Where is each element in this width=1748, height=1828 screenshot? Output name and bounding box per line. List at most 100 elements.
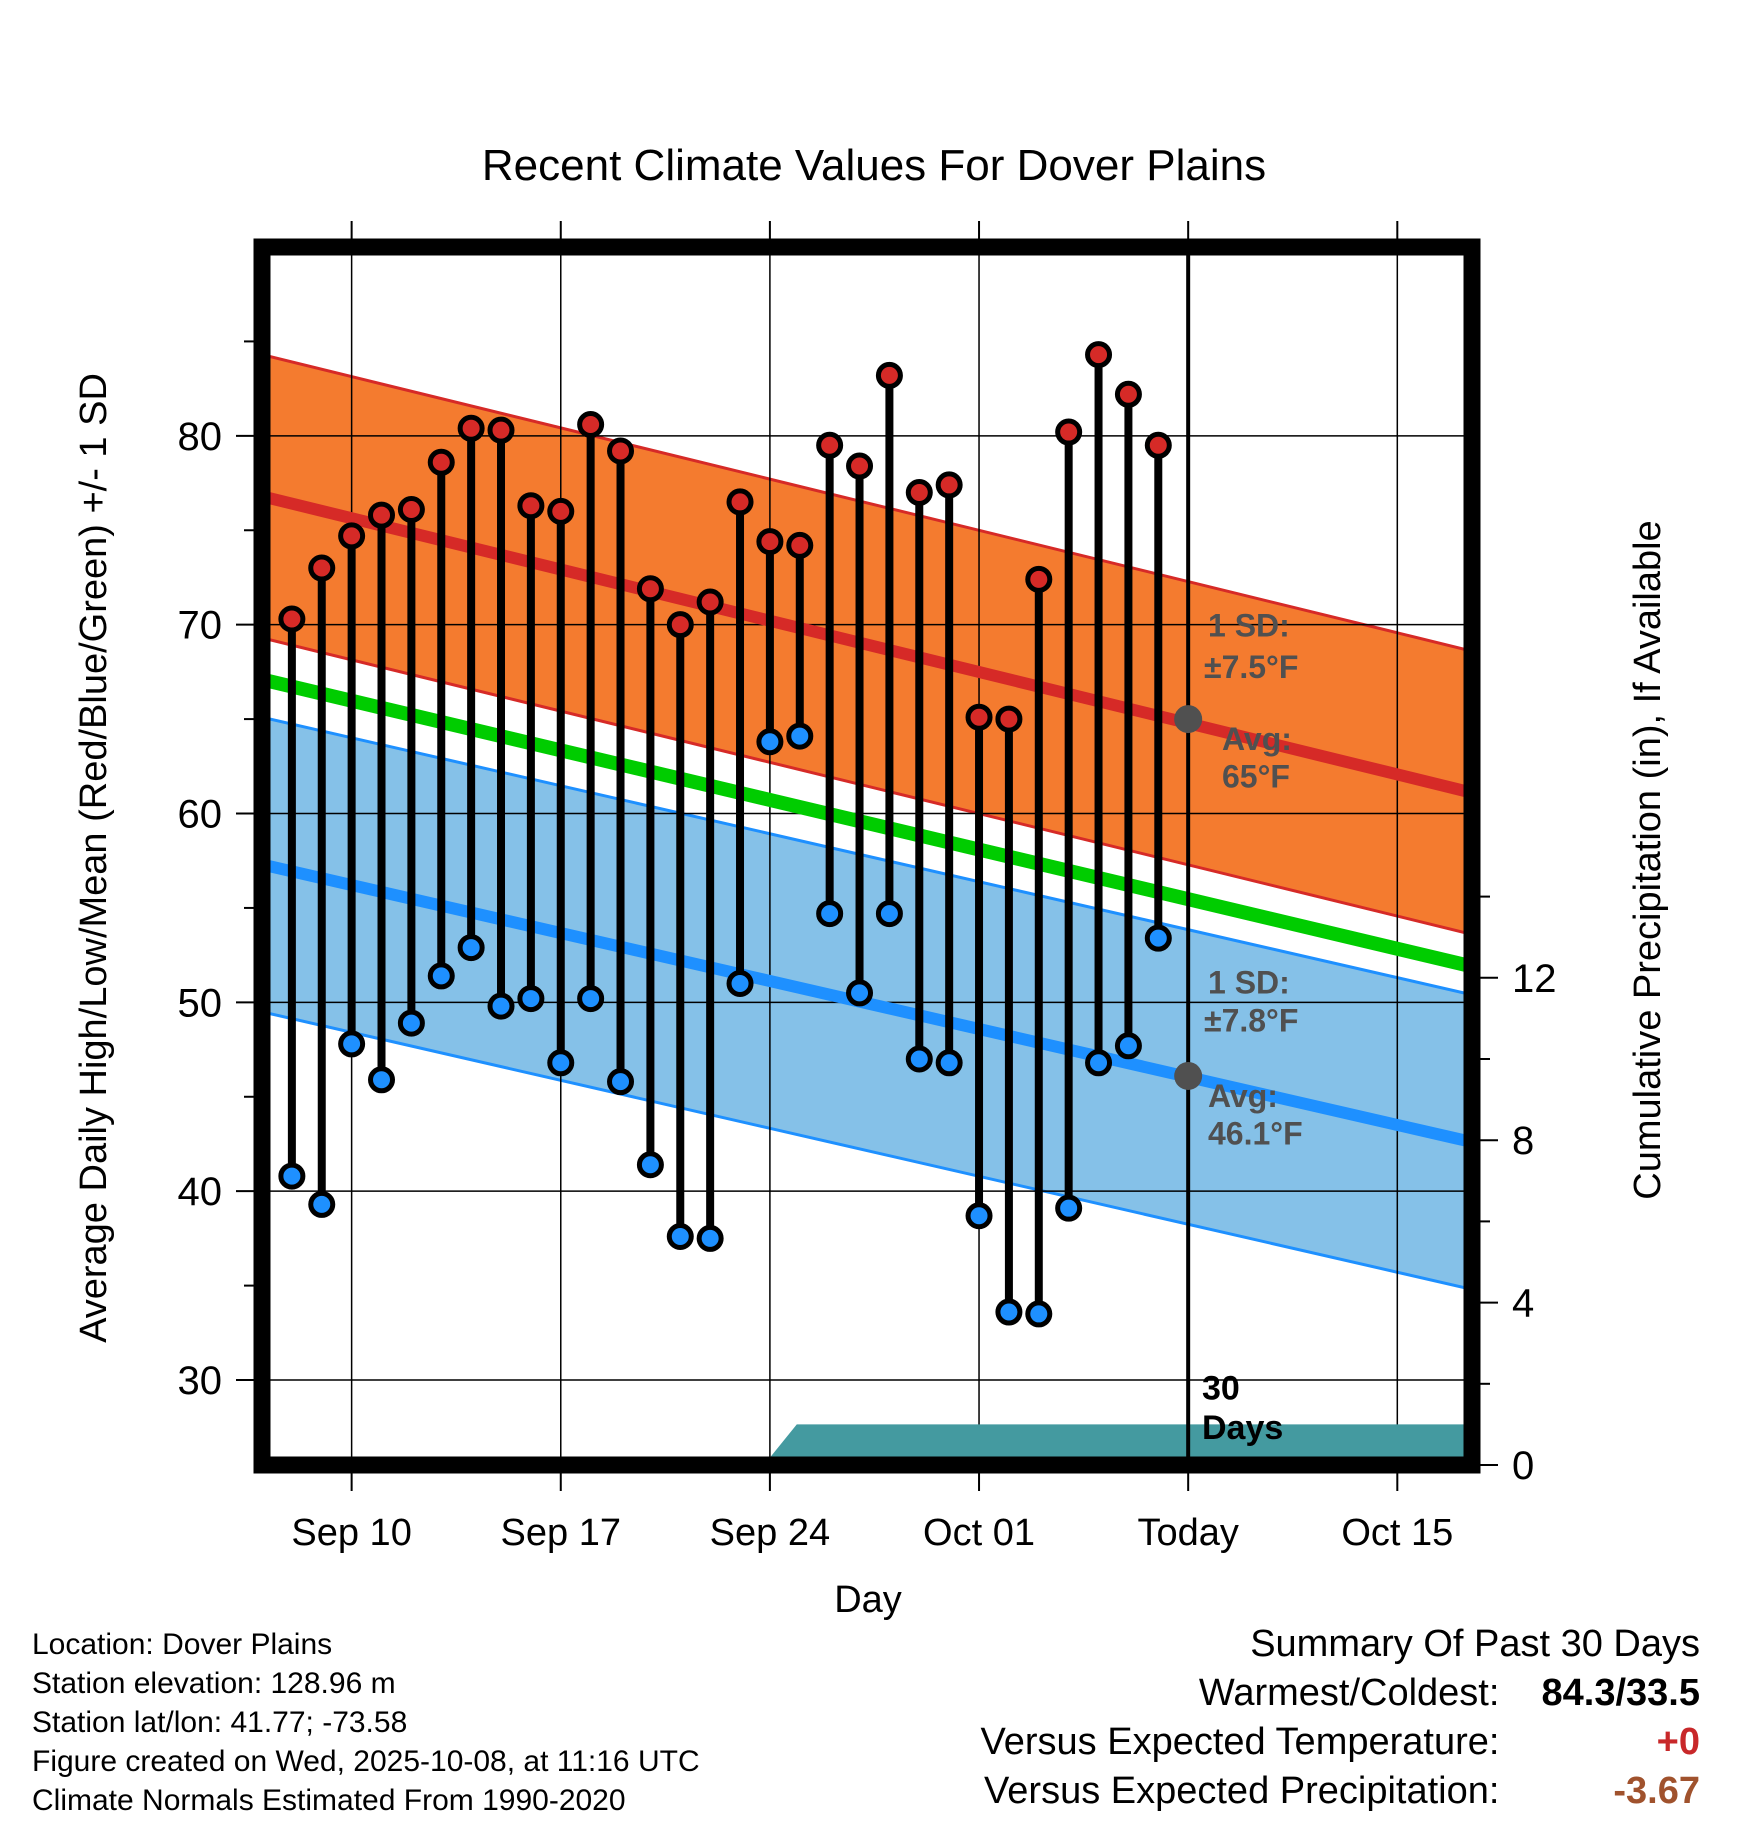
high-sd-band-lower-edge [262,636,1472,936]
low-point [338,1030,366,1058]
low-point [1055,1194,1083,1222]
temp-value: +0 [1656,1721,1700,1763]
high-point [696,588,724,616]
high-avg-marker [1174,705,1203,734]
low-point [846,979,874,1007]
high-point [1144,431,1172,459]
x-axis-label: Day [834,1579,902,1620]
climate-chart: Recent Climate Values For Dover Plains 1… [73,141,1669,1620]
low-sd-band-upper-edge [262,715,1472,997]
summary-temp: Versus Expected Temperature: +0 [981,1718,1700,1767]
high-point [547,497,575,525]
low-avg-marker [1174,1061,1203,1090]
low-point [397,1009,425,1037]
plot-frame [253,238,1481,1474]
low-point [935,1049,963,1077]
low-point [368,1066,396,1094]
y-tick-label: 30 [178,1359,223,1403]
low-point [278,1162,306,1190]
low-point [607,1068,635,1096]
x-tick-label: Today [1137,1512,1238,1554]
low-point [816,900,844,928]
low-point [1114,1032,1142,1060]
y-tick-label: 50 [178,981,223,1025]
low-point [517,985,545,1013]
created-text: Figure created on Wed, 2025-10-08, at 11… [32,1745,700,1778]
chart-title: Recent Climate Values For Dover Plains [482,141,1266,190]
y-tick-label: 80 [178,415,223,459]
summary-panel: Summary Of Past 30 Days Warmest/Coldest:… [981,1620,1700,1816]
low-sd-title: 1 SD: [1208,965,1290,1001]
y-axis-label: Average Daily High/Low/Mean (Red/Blue/Gr… [73,373,115,1343]
high-point [368,501,396,529]
low-point [457,934,485,962]
low-avg-title: Avg: [1208,1078,1278,1114]
low-point [965,1202,993,1230]
low-point [726,969,754,997]
high-sd-band-upper-edge [262,353,1472,653]
x-tick-label: Oct 01 [923,1512,1035,1554]
precipitation-area [262,1424,1472,1465]
y2-tick-label: 4 [1512,1282,1534,1326]
high-point [1085,341,1113,369]
low-point [427,962,455,990]
normals-text: Climate Normals Estimated From 1990-2020 [32,1784,626,1817]
daily-observations [278,341,1172,1328]
low-point [696,1224,724,1252]
high-point [577,411,605,439]
station-info: Location: Dover Plains Station elevation… [32,1625,700,1820]
warm-cold-label: Warmest/Coldest: [1198,1672,1500,1714]
x-tick-label: Sep 10 [291,1512,411,1554]
high-point [965,703,993,731]
x-tick-label: Oct 15 [1341,1512,1453,1554]
high-sd-title: 1 SD: [1208,608,1290,644]
summary-title: Summary Of Past 30 Days [1250,1623,1700,1665]
high-point [457,414,485,442]
high-point [1114,380,1142,408]
high-point [995,705,1023,733]
low-point [1144,924,1172,952]
high-point [846,452,874,480]
low-point [786,722,814,750]
y-tick-label: 40 [178,1170,223,1214]
y-tick-label: 60 [178,793,223,837]
high-point [935,471,963,499]
low-point [487,992,515,1020]
high-point [636,575,664,603]
normal-high-line [262,490,1472,799]
high-point [278,605,306,633]
summary-warm-cold: Warmest/Coldest: 84.3/33.5 [981,1669,1700,1718]
high-point [756,528,784,556]
low-sd-band-lower-edge [262,1010,1472,1291]
high-point [875,361,903,389]
low-point [1085,1049,1113,1077]
latlon-text: Station lat/lon: 41.77; -73.58 [32,1706,408,1739]
summary-precip: Versus Expected Precipitation: -3.67 [981,1767,1700,1816]
precip-fill [262,1424,1472,1465]
low-point [636,1151,664,1179]
high-point [427,448,455,476]
high-point [338,522,366,550]
low-point [547,1049,575,1077]
high-point [487,416,515,444]
high-point [666,611,694,639]
high-avg-title: Avg: [1222,721,1292,757]
high-point [726,488,754,516]
warm-cold-value: 84.3/33.5 [1541,1672,1700,1714]
precip-label: Versus Expected Precipitation: [984,1770,1500,1812]
y2-tick-label: 0 [1512,1444,1534,1488]
low-point [577,985,605,1013]
x-tick-label: Sep 17 [501,1512,621,1554]
y2-tick-label: 12 [1512,957,1557,1001]
high-point [816,431,844,459]
high-point [397,495,425,523]
elevation-text: Station elevation: 128.96 m [32,1667,396,1700]
low-point [995,1298,1023,1326]
location-text: Location: Dover Plains [32,1628,333,1661]
normal-mean-line [262,672,1472,974]
temp-label: Versus Expected Temperature: [980,1721,1500,1763]
high-point [607,437,635,465]
high-point [1055,418,1083,446]
